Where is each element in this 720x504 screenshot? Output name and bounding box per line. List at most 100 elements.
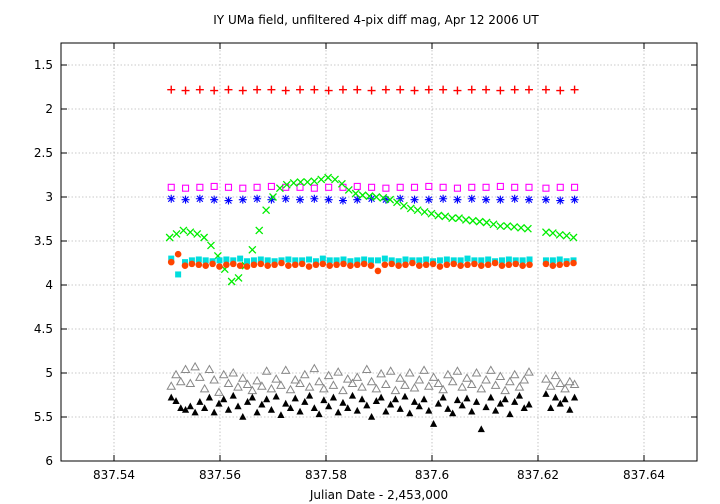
data-point (410, 398, 419, 405)
data-point (340, 256, 347, 263)
data-point (263, 395, 271, 403)
x-axis-label: Julian Date - 2,453,000 (309, 488, 448, 502)
data-point (306, 256, 313, 263)
data-point (419, 365, 429, 374)
data-point (433, 378, 444, 388)
data-point (239, 184, 247, 192)
data-point (223, 378, 234, 388)
data-point (233, 382, 243, 391)
data-point (570, 393, 579, 401)
data-point (406, 409, 414, 417)
data-point (423, 256, 430, 263)
data-point (299, 257, 306, 264)
data-point (501, 395, 509, 403)
data-point (207, 241, 215, 250)
data-point (204, 364, 215, 373)
data-point (410, 183, 419, 191)
data-point (190, 361, 200, 371)
data-point (453, 396, 462, 404)
data-point (304, 382, 315, 391)
data-point (319, 255, 326, 262)
data-point (556, 261, 564, 269)
data-point (320, 396, 328, 404)
data-point (276, 380, 286, 389)
data-point (512, 260, 520, 268)
data-point (185, 378, 196, 388)
data-point (406, 204, 415, 213)
data-point (191, 408, 199, 416)
data-point (167, 393, 175, 401)
data-point (506, 410, 514, 418)
data-point (438, 384, 448, 394)
data-point (420, 208, 429, 216)
data-point (453, 195, 462, 204)
data-point (168, 255, 175, 262)
data-point (361, 256, 368, 263)
data-point (482, 218, 491, 227)
data-point (464, 255, 471, 262)
data-point (326, 257, 333, 264)
data-point (525, 183, 533, 191)
data-point (165, 233, 174, 242)
data-point (393, 198, 401, 207)
data-point (353, 406, 361, 414)
data-point (331, 175, 339, 184)
data-point (410, 86, 419, 95)
data-point (510, 222, 519, 231)
data-point (175, 376, 186, 386)
data-point (358, 191, 367, 200)
data-point (303, 178, 312, 186)
data-point (181, 195, 190, 204)
data-point (423, 381, 434, 390)
data-point (396, 85, 405, 94)
x-tick-label: 837.64 (623, 468, 665, 482)
x-tick-label: 837.6 (415, 468, 449, 482)
data-point (277, 411, 285, 419)
data-point (391, 395, 400, 403)
data-point (367, 86, 376, 95)
y-tick-label: 4 (45, 278, 53, 292)
y-tick-label: 2 (45, 102, 53, 116)
data-point (541, 85, 550, 94)
data-point (455, 214, 463, 223)
data-point (271, 374, 282, 383)
data-point (286, 404, 295, 411)
data-point (381, 255, 388, 262)
data-point (482, 195, 491, 204)
y-tick-label: 3.5 (34, 234, 53, 248)
data-point (388, 260, 396, 268)
data-point (195, 85, 204, 94)
y-tick-label: 4.5 (34, 322, 53, 336)
data-point (413, 206, 422, 215)
data-point (237, 255, 244, 262)
data-point (194, 372, 205, 381)
data-point (409, 259, 416, 267)
data-point (449, 409, 457, 417)
data-point (305, 391, 314, 399)
data-point (299, 369, 310, 379)
data-point (443, 369, 453, 379)
data-point (323, 370, 334, 380)
data-point (468, 183, 476, 191)
data-point (434, 211, 443, 220)
data-point (556, 256, 563, 263)
data-point (201, 404, 209, 411)
data-point (519, 257, 526, 264)
data-point (262, 206, 271, 215)
data-point (570, 85, 579, 94)
data-point (180, 364, 191, 373)
data-point (496, 86, 505, 95)
data-point (209, 375, 220, 384)
data-point (395, 373, 406, 382)
data-point (172, 230, 181, 238)
data-point (569, 379, 580, 388)
data-point (496, 399, 504, 407)
data-point (339, 398, 347, 406)
data-point (549, 257, 556, 264)
data-point (325, 183, 333, 191)
data-point (333, 261, 340, 269)
data-point (450, 257, 457, 264)
data-point (505, 261, 513, 269)
data-point (296, 178, 305, 186)
series-0 (167, 85, 579, 95)
